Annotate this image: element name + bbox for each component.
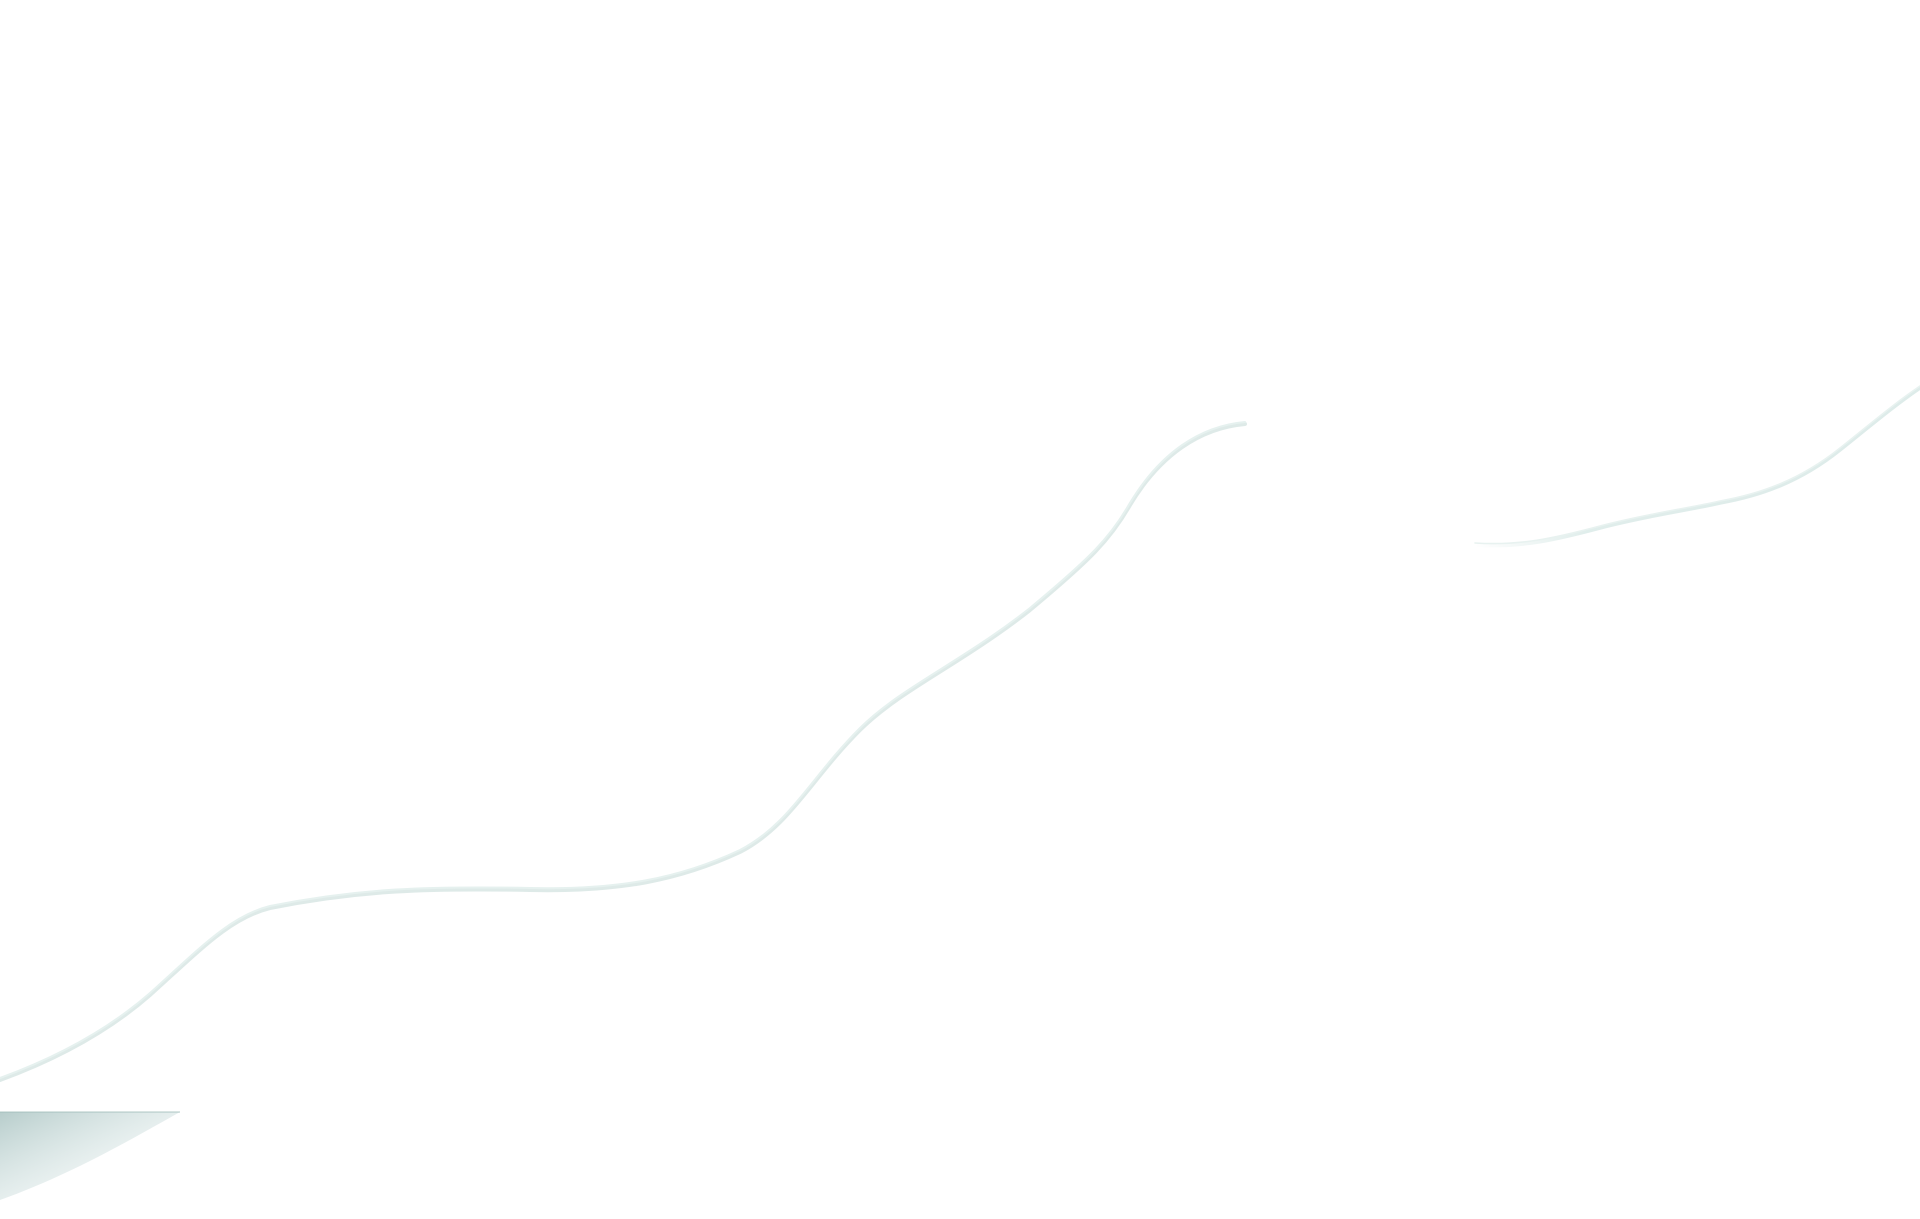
wave-line-right-shadow [1473,386,1920,548]
wave-line [0,421,1246,1079]
wave-line-right [1474,385,1920,545]
wave-line-shadow [0,422,1247,1082]
fade-wedge [0,1112,180,1200]
